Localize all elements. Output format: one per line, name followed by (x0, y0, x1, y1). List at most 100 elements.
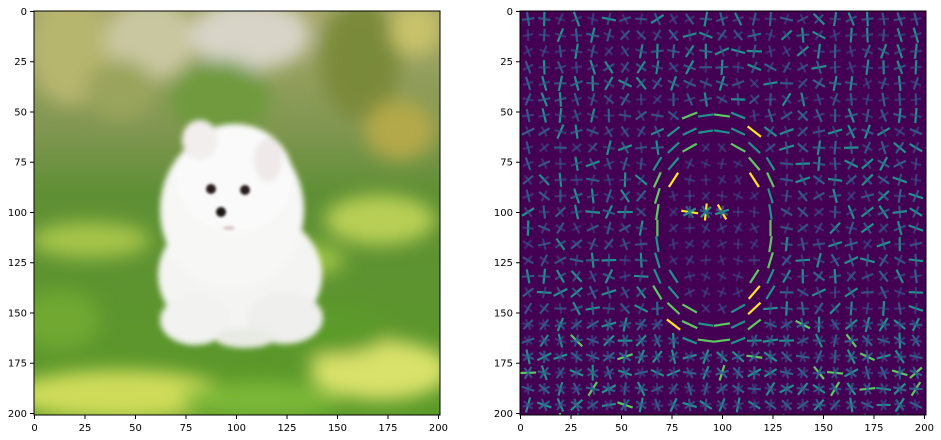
hog-orientation-bin (877, 289, 890, 296)
hog-orientation-bin (668, 269, 679, 284)
hog-orientation-bin (813, 320, 825, 330)
hog-orientation-bin (845, 208, 857, 216)
hog-orientation-bin (847, 286, 856, 299)
hog-orientation-bin (556, 255, 565, 266)
hog-orientation-bin (877, 65, 890, 70)
hog-orientation-bin (797, 241, 809, 247)
hog-orientation-bin (797, 96, 809, 103)
hog-orientation-bin (638, 270, 644, 283)
hog-orientation-bin (522, 63, 534, 71)
hog-orientation-bin (525, 335, 531, 347)
hog-orientation-bin (606, 350, 612, 363)
hog-orientation-bin (730, 320, 746, 329)
hog-orientation-bin (732, 15, 745, 23)
hog-orientation-bin (893, 16, 906, 22)
hog-orientation-bin (766, 382, 775, 396)
hog-orientation-bin (813, 112, 825, 119)
hog-orientation-bin (925, 229, 926, 232)
hog-orientation-bin (798, 223, 808, 233)
hog-orientation-bin (910, 177, 922, 182)
hog-orientation-bin (574, 174, 579, 186)
hog-orientation-bin (570, 160, 583, 167)
hog-orientation-bin (797, 110, 809, 121)
hog-orientation-bin (571, 111, 582, 120)
hog-orientation-bin (912, 222, 920, 234)
hog-orientation-bin (541, 238, 547, 250)
hog-orientation-bin (894, 420, 906, 421)
hog-orientation-bin (716, 354, 728, 360)
hog-orientation-bin (862, 97, 873, 102)
hog-orientation-bin (817, 125, 821, 138)
hog-orientation-bin (862, 239, 873, 249)
hog-orientation-bin (699, 96, 713, 102)
hog-orientation-bin (669, 110, 678, 121)
hog-orientation-bin (701, 205, 711, 219)
hog-orientation-bin (716, 193, 728, 199)
hog-orientation-bin (832, 399, 838, 411)
hog-orientation-bin (603, 419, 615, 424)
hog-orientation-bin (784, 318, 789, 331)
hog-orientation-bin (748, 113, 760, 118)
hog-orientation-bin (701, 304, 711, 313)
photo-y-tick-label: 175 (8, 359, 27, 370)
hog-x-tick-label: 75 (666, 423, 679, 434)
hog-orientation-bin (666, 125, 681, 138)
hog-orientation-bin (768, 236, 773, 253)
hog-orientation-bin (682, 336, 698, 345)
hog-orientation-bin (619, 190, 631, 202)
hog-orientation-bin (781, 368, 792, 378)
hog-orientation-bin (898, 205, 902, 219)
hog-orientation-bin (850, 416, 853, 426)
hog-orientation-bin (608, 415, 610, 426)
hog-orientation-bin (652, 171, 662, 188)
hog-orientation-bin (652, 95, 663, 104)
hog-orientation-bin (750, 238, 759, 250)
hog-orientation-bin (701, 303, 711, 314)
hog-orientation-bin (620, 62, 630, 73)
hog-orientation-bin (635, 420, 647, 423)
hog-x-tick-label: 25 (565, 423, 578, 434)
hog-orientation-bin (652, 94, 663, 105)
photo-axes-frame (33, 10, 441, 416)
hog-y-tick-label: 100 (494, 208, 513, 219)
hog-orientation-bin (931, 367, 933, 378)
hog-orientation-bin (815, 174, 823, 186)
hog-orientation-bin (813, 304, 825, 313)
hog-orientation-bin (655, 203, 660, 221)
hog-orientation-bin (925, 338, 926, 341)
hog-orientation-bin (896, 382, 903, 395)
hog-orientation-bin (717, 257, 727, 264)
hog-orientation-bin (713, 113, 731, 118)
hog-orientation-bin (893, 64, 907, 71)
hog-orientation-bin (784, 173, 789, 186)
hog-orientation-bin (914, 253, 918, 267)
hog-orientation-bin (861, 352, 874, 362)
hog-orientation-bin (781, 94, 792, 105)
hog-orientation-bin (570, 79, 584, 87)
hog-orientation-bin (589, 382, 596, 396)
hog-orientation-bin (620, 47, 630, 56)
hog-orientation-bin (554, 113, 567, 118)
hog-y-tick-label: 0 (507, 7, 513, 18)
hog-orientation-bin (570, 368, 583, 378)
hog-orientation-bin (619, 160, 631, 167)
hog-orientation-bin (929, 223, 935, 232)
hog-orientation-bin (928, 399, 936, 410)
hog-orientation-bin (668, 14, 679, 24)
hog-orientation-bin (587, 143, 598, 152)
hog-orientation-bin (701, 367, 711, 379)
hog-orientation-bin (554, 403, 567, 407)
hog-orientation-bin (671, 238, 676, 250)
hog-orientation-bin (523, 304, 533, 313)
hog-orientation-bin (816, 238, 822, 250)
photo-x-tick-label: 200 (429, 423, 448, 434)
hog-orientation-bin (684, 256, 695, 264)
hog-orientation-bin (930, 108, 935, 123)
hog-orientation-bin (699, 420, 712, 422)
hog-orientation-bin (909, 274, 922, 279)
hog-orientation-bin (700, 402, 712, 408)
hog-orientation-bin (845, 15, 858, 23)
hog-orientation-bin (877, 144, 890, 151)
hog-orientation-bin (846, 420, 857, 422)
hog-orientation-bin (781, 194, 793, 198)
